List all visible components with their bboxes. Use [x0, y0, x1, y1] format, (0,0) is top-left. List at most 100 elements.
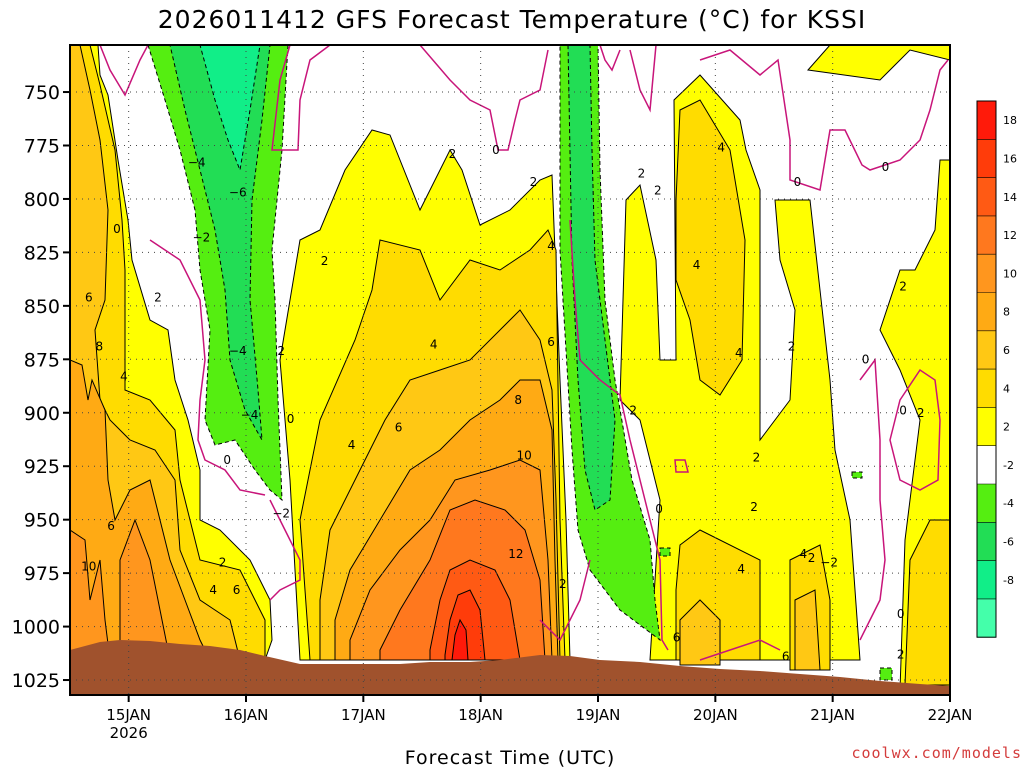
contour-label: 4: [547, 239, 555, 253]
colorbar-swatch: [977, 330, 996, 370]
y-tick-label: 975: [24, 563, 60, 585]
contour-label: 6: [85, 290, 93, 304]
contour-label: 0: [862, 352, 870, 366]
contour-label: 2: [559, 577, 567, 591]
colorbar-label: 14: [1003, 191, 1017, 204]
contour-label: −2: [272, 506, 290, 520]
y-tick-label: 825: [24, 242, 60, 264]
band-6-right-low: [679, 589, 821, 671]
contour-label: 2: [629, 404, 637, 418]
contour-label: 0: [492, 143, 500, 157]
colorbar-swatch: [977, 407, 996, 447]
chart-title: 2026011412 GFS Forecast Temperature (°C)…: [158, 5, 866, 34]
colorbar-swatch: [977, 369, 996, 408]
contour-label: 2: [321, 254, 329, 268]
zero-contour-4: [269, 499, 301, 601]
contour-label: 4: [800, 547, 808, 561]
zero-contour-3: [271, 45, 331, 151]
zero-contour-8: [569, 219, 669, 651]
contour-label: 4: [430, 337, 438, 351]
colorbar-label: 6: [1003, 344, 1010, 357]
contour-label: 0: [882, 160, 890, 174]
contour-label: 10: [81, 560, 96, 574]
contour-label: 2: [897, 647, 905, 661]
zero-contour-5: [419, 45, 549, 151]
contour-label: 4: [120, 369, 128, 383]
colorbar-label: 10: [1003, 267, 1017, 280]
contour-label: −4: [241, 408, 259, 422]
contour-label: 2: [753, 451, 761, 465]
contour-label: 4: [693, 258, 701, 272]
contour-label: 0: [287, 412, 295, 426]
contour-label: 6: [233, 583, 241, 597]
contour-label: −6: [229, 186, 247, 200]
contour-label: 10: [516, 449, 531, 463]
x-tick-label: 19JAN: [576, 706, 621, 724]
y-tick-label: 775: [24, 135, 60, 157]
y-tick-label: 925: [24, 456, 60, 478]
contour-label: 8: [514, 393, 522, 407]
contour-label: 2: [899, 280, 907, 294]
zero-contour-2: [149, 239, 266, 496]
x-tick-label: 17JAN: [341, 706, 386, 724]
y-tick-label: 900: [24, 403, 60, 425]
colorbar-label: 16: [1003, 152, 1017, 165]
contour-label: 0: [223, 453, 231, 467]
contour-label: −4: [229, 344, 247, 358]
credit-text: coolwx.com/models: [851, 744, 1022, 762]
contour-label: 2: [917, 406, 925, 420]
contour-label: 0: [899, 404, 907, 418]
contour-label: 4: [209, 583, 217, 597]
x-tick-label: 22JAN: [928, 706, 973, 724]
contour-label: 2: [277, 344, 285, 358]
x-axis-title: Forecast Time (UTC): [405, 747, 615, 768]
colorbar-label: -8: [1003, 574, 1014, 587]
y-tick-label: 950: [24, 510, 60, 532]
zero-contour-13: [539, 559, 591, 642]
colorbar-label: 4: [1003, 382, 1010, 395]
cold-region-mid-inner: [567, 45, 616, 511]
colorbar-label: -6: [1003, 535, 1014, 548]
contour-label: 6: [673, 630, 681, 644]
y-tick-label: 1000: [12, 617, 60, 639]
contour-label: 6: [782, 650, 790, 664]
x-tick-label: 18JAN: [458, 706, 503, 724]
band-4-right: [675, 99, 746, 396]
x-tick-label: 21JAN: [810, 706, 855, 724]
y-tick-label: 800: [24, 189, 60, 211]
zero-contour-6: [599, 45, 657, 113]
contour-label: 2: [154, 290, 162, 304]
colorbar-swatch: [977, 522, 996, 562]
zero-contour-11: [889, 368, 941, 491]
colorbar-label: 2: [1003, 421, 1010, 434]
colorbar: 18 16 14 12 10 8 6 4 2 -2 -4 -6 -8: [976, 100, 1017, 638]
band-18-center: [451, 618, 469, 661]
contour-label: 4: [348, 438, 356, 452]
contour-label: 4: [717, 141, 725, 155]
colorbar-label: 12: [1003, 229, 1017, 242]
colorbar-swatch: [977, 445, 996, 485]
colorbar-swatch: [977, 598, 996, 638]
zero-contour-12: [699, 639, 781, 661]
contour-label: 2: [654, 183, 662, 197]
zero-contour-1: [99, 45, 149, 97]
contour-label: 0: [113, 222, 121, 236]
colorbar-label: -4: [1003, 497, 1014, 510]
colorbar-swatch: [977, 215, 996, 255]
contour-label: 6: [107, 519, 115, 533]
x-tick-label: 20JAN: [693, 706, 738, 724]
cold-region-left-core: [199, 45, 261, 172]
x-tick-label: 15JAN: [106, 706, 151, 724]
x-tick-label: 16JAN: [224, 706, 269, 724]
contour-label: 2: [788, 339, 796, 353]
colorbar-swatch: [977, 560, 996, 600]
contour-label: 2: [808, 551, 816, 565]
contour-label: 6: [547, 335, 555, 349]
contour-label: −2: [820, 555, 838, 569]
contour-label: 4: [737, 562, 745, 576]
colorbar-swatch: [977, 292, 996, 332]
contour-label: 0: [794, 175, 802, 189]
colorbar-swatch: [977, 101, 996, 140]
